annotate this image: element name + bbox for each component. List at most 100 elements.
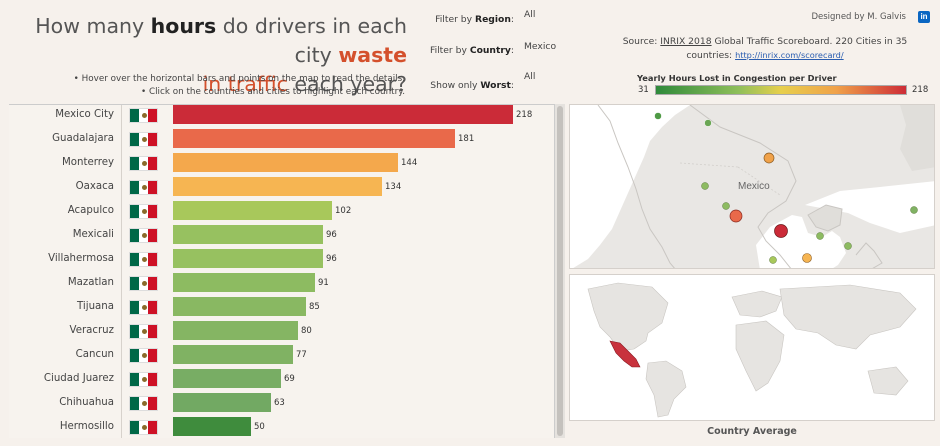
bar-row-veracruz[interactable]: Veracruz 80 xyxy=(9,319,554,343)
bar-mexico-city[interactable] xyxy=(173,105,513,124)
north-america[interactable] xyxy=(587,282,669,352)
bar-row-mazatlan[interactable]: Mazatlan 91 xyxy=(9,271,554,295)
bar-guadalajara[interactable] xyxy=(173,129,455,148)
flag-part xyxy=(148,301,157,314)
instruction-click: • Click on the countries and cities to h… xyxy=(140,86,405,97)
city-label-mazatlan[interactable]: Mazatlan xyxy=(67,277,114,288)
mexico-flag-icon[interactable] xyxy=(129,108,158,123)
city-label-ciudad-juarez[interactable]: Ciudad Juarez xyxy=(43,373,114,384)
bar-row-cancun[interactable]: Cancun 77 xyxy=(9,343,554,367)
south-america[interactable] xyxy=(645,360,687,418)
map-point-mexico-city[interactable] xyxy=(774,224,788,238)
map-point-acapulco[interactable] xyxy=(769,256,777,264)
bar-monterrey[interactable] xyxy=(173,153,398,172)
australia[interactable] xyxy=(867,366,909,396)
city-label-mexicali[interactable]: Mexicali xyxy=(72,229,114,240)
city-label-guadalajara[interactable]: Guadalajara xyxy=(52,133,114,144)
mexico-flag-icon[interactable] xyxy=(129,420,158,435)
mexico-flag-icon[interactable] xyxy=(129,348,158,363)
city-label-mexico-city[interactable]: Mexico City xyxy=(55,109,114,120)
mexico-flag-icon[interactable] xyxy=(129,132,158,147)
filter-region-dropdown[interactable]: All xyxy=(524,9,536,20)
bar-ciudad-juarez[interactable] xyxy=(173,369,281,388)
city-label-villahermosa[interactable]: Villahermosa xyxy=(48,253,114,264)
bar-oaxaca[interactable] xyxy=(173,177,382,196)
bar-row-chihuahua[interactable]: Chihuahua 63 xyxy=(9,391,554,415)
bar-veracruz[interactable] xyxy=(173,321,298,340)
city-label-cancun[interactable]: Cancun xyxy=(75,349,114,360)
flag-part xyxy=(148,349,157,362)
flag-part xyxy=(130,205,139,218)
bar-row-ciudad-juarez[interactable]: Ciudad Juarez 69 xyxy=(9,367,554,391)
mexico-flag-icon[interactable] xyxy=(129,300,158,315)
bar-row-monterrey[interactable]: Monterrey 144 xyxy=(9,151,554,175)
flag-part xyxy=(148,205,157,218)
bar-row-hermosillo[interactable]: Hermosillo 50 xyxy=(9,415,554,438)
bar-row-mexicali[interactable]: Mexicali 96 xyxy=(9,223,554,247)
city-label-monterrey[interactable]: Monterrey xyxy=(61,157,114,168)
city-label-veracruz[interactable]: Veracruz xyxy=(69,325,114,336)
designer-credit: Designed by M. Galvis xyxy=(811,12,906,22)
bar-row-villahermosa[interactable]: Villahermosa 96 xyxy=(9,247,554,271)
map-point-veracruz[interactable] xyxy=(816,232,824,240)
bar-mexicali[interactable] xyxy=(173,225,323,244)
world-map[interactable] xyxy=(569,274,935,421)
city-map[interactable]: Mexico xyxy=(569,104,935,269)
chart-scrollbar[interactable] xyxy=(554,104,565,438)
bar-row-acapulco[interactable]: Acapulco 102 xyxy=(9,199,554,223)
city-label-acapulco[interactable]: Acapulco xyxy=(67,205,114,216)
bar-acapulco[interactable] xyxy=(173,201,332,220)
bar-row-tijuana[interactable]: Tijuana 85 xyxy=(9,295,554,319)
bar-villahermosa[interactable] xyxy=(173,249,323,268)
europe[interactable] xyxy=(731,290,783,318)
city-label-chihuahua[interactable]: Chihuahua xyxy=(59,397,114,408)
bar-row-mexico-city[interactable]: Mexico City 218 xyxy=(9,105,554,127)
flag-part xyxy=(130,157,139,170)
filter-worst-dropdown[interactable]: All xyxy=(524,71,536,82)
map-point-villahermosa[interactable] xyxy=(844,242,852,250)
bar-cancun[interactable] xyxy=(173,345,293,364)
linkedin-icon[interactable]: in xyxy=(918,11,930,23)
flag-part xyxy=(142,209,147,214)
city-label-hermosillo[interactable]: Hermosillo xyxy=(59,421,114,432)
scorecard-link[interactable]: http://inrix.com/scorecard/ xyxy=(735,49,844,60)
mexico-highlight[interactable] xyxy=(609,340,641,368)
map-point-mazatlan[interactable] xyxy=(701,182,709,190)
mexico-flag-icon[interactable] xyxy=(129,252,158,267)
asia[interactable] xyxy=(779,284,917,350)
map-point-hermosillo[interactable] xyxy=(654,112,662,120)
map-point-guadalajara[interactable] xyxy=(729,209,743,223)
city-map-svg: Mexico xyxy=(570,105,934,268)
map-point-cancun[interactable] xyxy=(910,206,918,214)
flag-part xyxy=(148,325,157,338)
mexico-flag-icon[interactable] xyxy=(129,204,158,219)
bar-row-oaxaca[interactable]: Oaxaca 134 xyxy=(9,175,554,199)
flag-part xyxy=(142,113,147,118)
mexico-flag-icon[interactable] xyxy=(129,324,158,339)
value-label-monterrey: 144 xyxy=(401,158,418,168)
africa[interactable] xyxy=(735,320,785,392)
map-point-mexicali[interactable] xyxy=(722,202,730,210)
mexico-flag-icon[interactable] xyxy=(129,180,158,195)
city-label-tijuana[interactable]: Tijuana xyxy=(77,301,114,312)
bar-tijuana[interactable] xyxy=(173,297,306,316)
mexico-flag-icon[interactable] xyxy=(129,156,158,171)
map-point-ciudad-juarez[interactable] xyxy=(704,119,712,127)
mexico-flag-icon[interactable] xyxy=(129,372,158,387)
map-point-oaxaca[interactable] xyxy=(802,253,812,263)
flag-part xyxy=(148,229,157,242)
value-label-villahermosa: 96 xyxy=(326,254,337,264)
scrollbar-thumb[interactable] xyxy=(557,106,563,436)
bar-row-guadalajara[interactable]: Guadalajara 181 xyxy=(9,127,554,151)
city-label-oaxaca[interactable]: Oaxaca xyxy=(75,181,114,192)
mexico-flag-icon[interactable] xyxy=(129,396,158,411)
filter-country-dropdown[interactable]: Mexico xyxy=(524,41,557,52)
map-point-monterrey[interactable] xyxy=(763,152,775,164)
bar-chihuahua[interactable] xyxy=(173,393,271,412)
bar-mazatlan[interactable] xyxy=(173,273,315,292)
mexico-flag-icon[interactable] xyxy=(129,228,158,243)
mexico-flag-icon[interactable] xyxy=(129,276,158,291)
value-label-ciudad-juarez: 69 xyxy=(284,374,295,384)
inrix-link[interactable]: INRIX 2018 xyxy=(660,36,712,47)
bar-hermosillo[interactable] xyxy=(173,417,251,436)
